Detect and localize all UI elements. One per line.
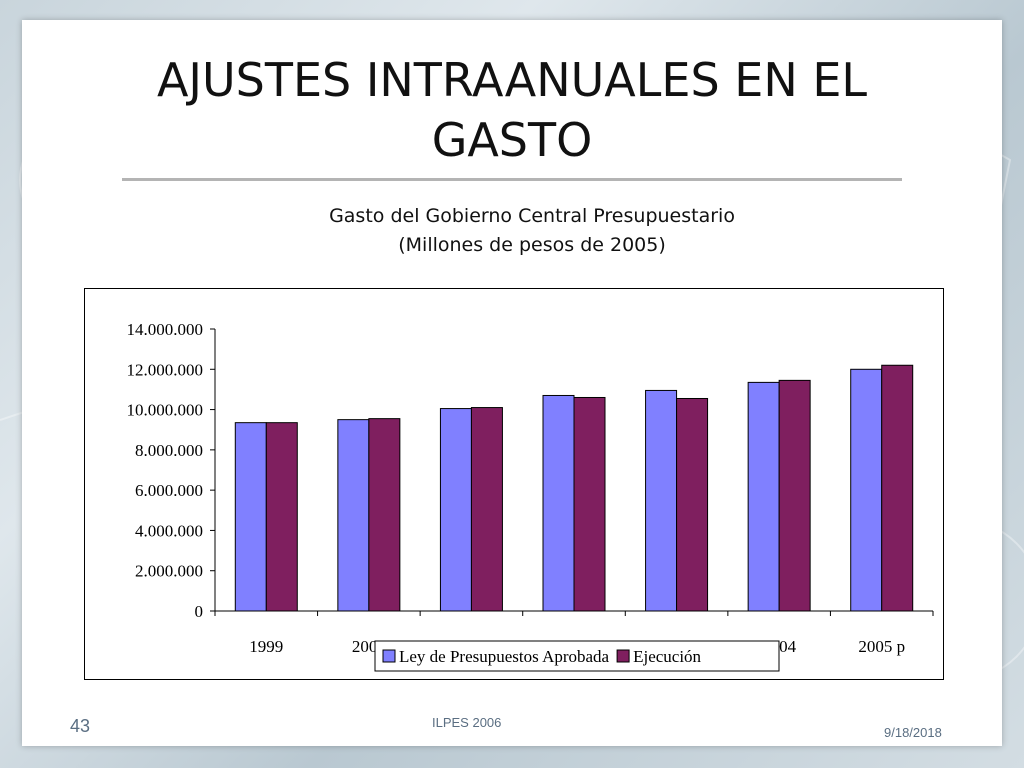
chart-units: (Millones de pesos de 2005) (398, 234, 666, 256)
y-tick-label: 8.000.000 (135, 441, 203, 460)
bar-chart: 0 2.000.000 4.000.000 6.000.000 8.000.000 10.… (127, 320, 934, 672)
legend-swatch-ley (382, 649, 396, 663)
slide-title: AJUSTES INTRAANUALES EN EL GASTO (62, 50, 962, 170)
legend-label-ejecucion: Ejecución (633, 647, 701, 666)
legend-label-ley: Ley de Presupuestos Aprobada (399, 647, 610, 666)
footer-date: 9/18/2018 (884, 725, 942, 740)
bar-ley-presupuestos (747, 381, 780, 612)
bar-ejecucion (265, 422, 298, 612)
bar-ley-presupuestos (645, 389, 678, 612)
bar-ley-presupuestos (439, 408, 472, 612)
chart-frame: 0 2.000.000 4.000.000 6.000.000 8.000.000 10.… (84, 288, 944, 680)
title-divider (122, 178, 902, 181)
bar-ejecucion (573, 396, 606, 612)
footer-label: ILPES 2006 (432, 715, 502, 730)
slide: AJUSTES INTRAANUALES EN EL GASTO Gasto d… (22, 20, 1002, 746)
legend-box (374, 640, 780, 672)
bar-ley-presupuestos (234, 422, 267, 612)
bar-ley-presupuestos (850, 368, 883, 612)
bar-ejecucion (470, 407, 503, 612)
chart-title: Gasto del Gobierno Central Presupuestari… (329, 205, 735, 227)
bar-ejecucion (881, 364, 914, 612)
chart-subtitle-block: Gasto del Gobierno Central Presupuestari… (222, 202, 842, 260)
x-tick-label: 2005 p (858, 637, 905, 656)
bar-ejecucion (368, 418, 401, 612)
y-tick-label: 14.000.000 (127, 320, 204, 339)
bar-ley-presupuestos (542, 394, 575, 612)
bar-ejecucion (676, 397, 709, 612)
x-tick-label: 1999 (249, 637, 283, 656)
bar-ley-presupuestos (337, 419, 370, 612)
y-tick-label: 0 (195, 602, 204, 621)
y-tick-label: 6.000.000 (135, 481, 203, 500)
title-line-2: GASTO (431, 113, 593, 167)
y-tick-label: 4.000.000 (135, 521, 203, 540)
y-tick-label: 10.000.000 (127, 401, 204, 420)
slide-number: 43 (70, 716, 91, 736)
y-tick-label: 12.000.000 (127, 360, 204, 379)
y-tick-label: 2.000.000 (135, 562, 203, 581)
title-line-1: AJUSTES INTRAANUALES EN EL (156, 53, 868, 107)
bar-ejecucion (778, 379, 811, 612)
legend-swatch-ejecucion (616, 649, 630, 663)
